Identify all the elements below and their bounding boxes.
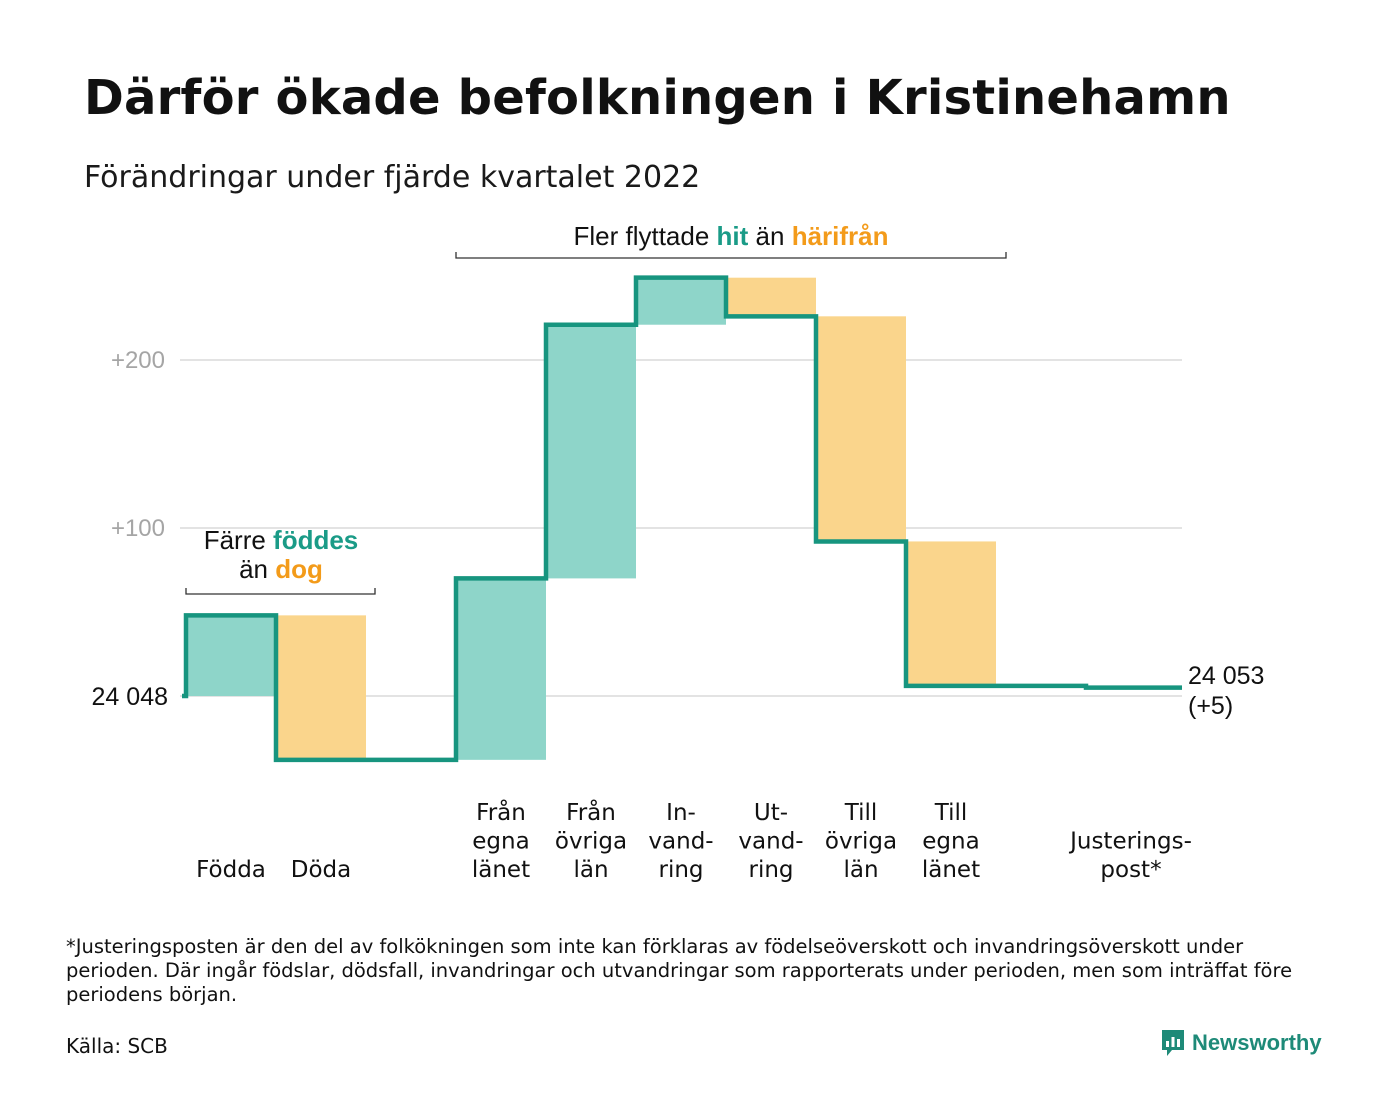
annotation-bracket [185, 588, 376, 595]
y-tick-label: +100 [111, 515, 165, 542]
svg-text:än dog: än dog [239, 554, 323, 584]
x-category-label: övriga [825, 829, 897, 855]
start-value-label: 24 048 [92, 683, 168, 711]
waterfall-bar [546, 324, 636, 579]
waterfall-bar [456, 578, 546, 760]
y-tick-labels: +200 +100 [111, 347, 165, 542]
waterfall-bars [186, 277, 1176, 760]
x-category-label: Födda [196, 857, 266, 883]
annotation-highlight-out: härifrån [792, 221, 889, 251]
x-category-label: Från [566, 798, 616, 826]
newsworthy-logo-icon [1162, 1030, 1184, 1056]
births-deaths-annotation: Färre föddes än dog [185, 525, 376, 595]
chart-title: Därför ökade befolkningen i Kristinehamn [84, 70, 1231, 126]
x-category-label: övriga [555, 829, 627, 855]
x-category-label: Ut- [754, 800, 788, 826]
x-category-label: In- [666, 800, 696, 826]
waterfall-bar [906, 541, 996, 686]
x-category-label: Till [934, 800, 968, 826]
annotation-text: Färre [204, 525, 273, 555]
annotation-text: Fler flyttade [573, 221, 716, 251]
waterfall-bar [186, 615, 276, 696]
x-category-label: länet [922, 857, 980, 883]
brand-logo: Newsworthy [1160, 1028, 1322, 1058]
annotation-highlight-in: hit [717, 221, 749, 251]
x-category-label: Justerings- [1068, 829, 1192, 855]
x-category-label: Från [476, 798, 526, 826]
waterfall-bar [636, 277, 726, 325]
waterfall-bar [816, 316, 906, 542]
x-category-label: län [573, 857, 608, 883]
x-category-label: egna [922, 829, 979, 855]
svg-text:Fler flyttade hit än härifrån: Fler flyttade hit än härifrån [573, 221, 888, 251]
x-category-label: Till [844, 800, 878, 826]
footnote: *Justeringsposten är den del av folkökni… [66, 935, 1293, 1006]
waterfall-bar [276, 615, 366, 760]
waterfall-chart: +200+100 Födda DödaFrånegnalänetFrånövrig… [92, 221, 1265, 883]
waterfall-bar [726, 277, 816, 317]
x-category-labels: Födda DödaFrånegnalänetFrånövrigalänIn-va… [196, 798, 1192, 883]
x-category-label: ring [658, 857, 703, 883]
y-tick-label: +200 [111, 347, 165, 374]
x-category-label: ring [748, 857, 793, 883]
annotation-highlight-born: föddes [273, 525, 358, 555]
source-label: Källa: SCB [66, 1034, 168, 1058]
migration-annotation: Fler flyttade hit än härifrån [455, 221, 1007, 259]
brand-name: Newsworthy [1192, 1030, 1322, 1055]
x-category-label: vand- [648, 829, 713, 855]
svg-text:Färre föddes: Färre föddes [204, 525, 359, 555]
chart-subtitle: Förändringar under fjärde kvartalet 2022 [84, 160, 701, 195]
annotation-bracket [455, 252, 1007, 259]
x-category-label: egna [472, 829, 529, 855]
x-category-label: post* [1100, 857, 1161, 883]
x-category-label: vand- [738, 829, 803, 855]
annotation-text: än [748, 221, 791, 251]
end-change-label: (+5) [1188, 692, 1233, 720]
x-category-label: länet [472, 857, 530, 883]
annotation-text: än [239, 554, 275, 584]
cumulative-step-line [182, 275, 1182, 763]
end-value-label: 24 053 [1188, 662, 1264, 690]
annotation-highlight-died: dog [275, 554, 323, 584]
x-category-label: län [843, 857, 878, 883]
x-category-label: Döda [291, 857, 351, 883]
